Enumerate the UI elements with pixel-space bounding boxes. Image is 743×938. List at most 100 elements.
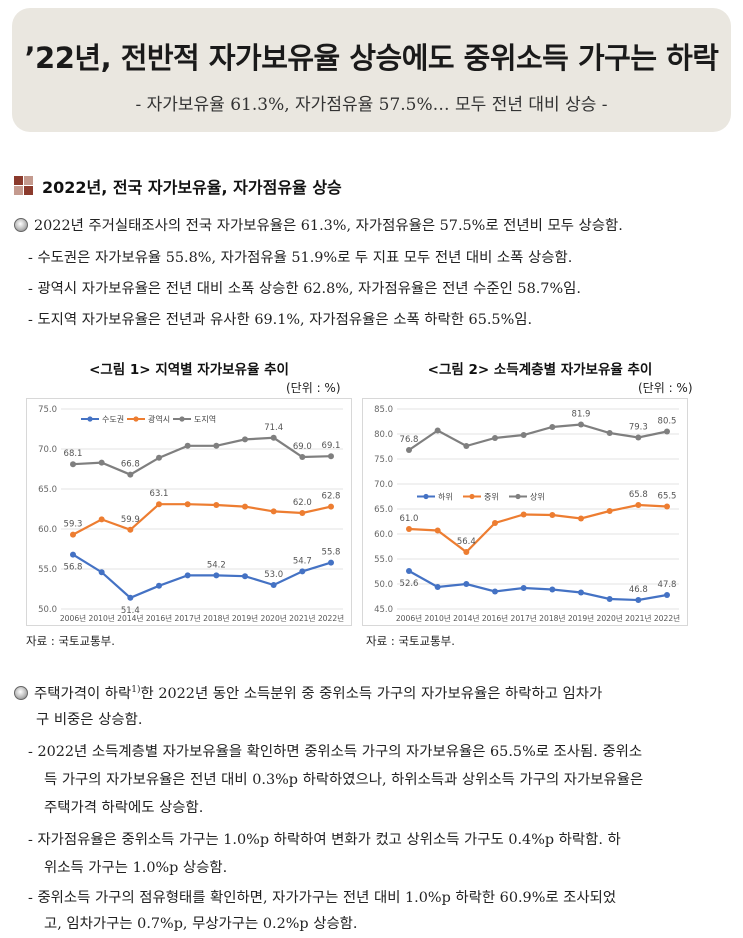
data-label: 66.8 <box>121 460 140 470</box>
data-point <box>127 471 134 478</box>
data-point <box>127 526 134 533</box>
section2-item: - 중위소득 가구의 점유형태를 확인하면, 자가가구는 전년 대비 1.0%p… <box>28 890 617 906</box>
series-line <box>72 503 332 536</box>
data-point <box>520 511 527 518</box>
page-subtitle: - 자가보유율 61.3%, 자가점유율 57.5%… 모두 전년 대비 상승 … <box>135 95 608 115</box>
data-point <box>406 568 412 574</box>
data-point <box>270 508 277 515</box>
data-point <box>434 427 441 434</box>
x-tick-label: 2014년 <box>117 613 143 623</box>
item-text: 광역시 자가보유율은 전년 대비 소폭 상승한 62.8%, 자가점유율은 전년… <box>37 281 581 297</box>
data-point <box>463 581 470 587</box>
item-text: 수도권은 자가보유율 55.8%, 자가점유율 51.9%로 두 지표 모두 전… <box>37 250 573 266</box>
x-tick-label: 2016년 <box>482 613 508 623</box>
section-heading: 2022년, 전국 자가보유율, 자가점유율 상승 <box>14 174 342 198</box>
section-title: 2022년, 전국 자가보유율, 자가점유율 상승 <box>42 178 342 197</box>
y-tick-label: 55.0 <box>374 555 393 565</box>
data-label: 62.0 <box>293 498 312 508</box>
y-tick-label: 70.0 <box>38 445 57 455</box>
chart1-heading: <그림 1> 지역별 자가보유율 추이 <box>89 362 289 378</box>
x-tick-label: 2018년 <box>539 613 565 623</box>
x-tick-label: 2020년 <box>261 613 287 623</box>
data-label: 69.1 <box>322 441 341 451</box>
section2-item: - 2022년 소득계층별 자가보유율을 확인하면 중위소득 가구의 자가보유율… <box>28 744 643 760</box>
series-line <box>408 570 668 602</box>
data-label: 47.8 <box>658 580 677 590</box>
data-point <box>270 434 277 441</box>
data-point <box>406 447 412 453</box>
x-tick-label: 2014년 <box>453 613 479 623</box>
section2-bullet-cont: 구 비중은 상승함. <box>36 712 143 728</box>
data-point <box>328 453 334 460</box>
section1-item: - 수도권은 자가보유율 55.8%, 자가점유율 51.9%로 두 지표 모두… <box>28 250 573 266</box>
data-label: 69.0 <box>293 442 312 452</box>
data-label: 55.8 <box>322 548 341 558</box>
y-tick-label: 45.0 <box>374 605 393 615</box>
footnote-marker[interactable]: 1) <box>131 685 141 695</box>
page-title: ’22년, 전반적 자가보유율 상승에도 중위소득 가구는 하락 <box>24 41 719 75</box>
legend-label: 도지역 <box>194 414 216 424</box>
x-tick-label: 2022년 <box>654 613 680 623</box>
data-label: 56.8 <box>64 563 83 573</box>
data-label: 68.1 <box>64 449 83 459</box>
data-point <box>98 459 105 466</box>
data-point <box>328 503 334 510</box>
data-point <box>520 585 527 591</box>
data-label: 56.4 <box>457 537 476 547</box>
x-tick-label: 2006년 <box>60 613 86 623</box>
section2-item-cont: 고, 임차가구는 0.7%p, 무상가구는 0.2%p 상승함. <box>44 916 358 932</box>
data-point <box>492 435 498 441</box>
bullet-text: 한 2022년 동안 소득분위 중 중위소득 가구의 자가보유율은 하락하고 임… <box>140 685 603 702</box>
legend-marker <box>469 493 475 500</box>
section1-item: - 도지역 자가보유율은 전년과 유사한 69.1%, 자가점유율은 소폭 하락… <box>28 312 533 328</box>
legend-label: 광역시 <box>148 414 170 424</box>
y-tick-label: 65.0 <box>38 485 57 495</box>
x-tick-label: 2006년 <box>396 613 422 623</box>
x-tick-label: 2018년 <box>203 613 229 623</box>
data-label: 54.7 <box>293 556 312 566</box>
data-point <box>606 430 613 436</box>
legend-label: 수도권 <box>102 414 124 424</box>
data-label: 46.8 <box>629 585 648 595</box>
data-point <box>520 432 527 438</box>
data-label: 80.5 <box>658 417 677 427</box>
data-label: 65.8 <box>629 490 648 500</box>
data-label: 53.0 <box>264 570 283 580</box>
data-point <box>270 582 277 588</box>
data-point <box>70 551 76 558</box>
section2-item-cont: 위소득 가구는 1.0%p 상승함. <box>44 860 228 876</box>
section-square-icon <box>14 176 34 196</box>
data-point <box>184 442 191 449</box>
data-point <box>606 508 613 514</box>
data-point <box>664 428 670 435</box>
y-tick-label: 75.0 <box>38 405 57 415</box>
circle-bullet-icon <box>14 685 28 700</box>
y-tick-label: 75.0 <box>374 455 393 465</box>
data-point <box>463 549 470 555</box>
y-tick-label: 55.0 <box>38 565 57 575</box>
x-tick-label: 2022년 <box>318 613 344 623</box>
data-point <box>664 592 670 598</box>
series-line <box>408 503 668 554</box>
y-tick-label: 60.0 <box>374 530 393 540</box>
data-point <box>606 596 613 602</box>
legend-marker <box>515 493 521 500</box>
data-label: 52.6 <box>400 579 419 589</box>
section2-bullet: 주택가격이 하락1)한 2022년 동안 소득분위 중 중위소득 가구의 자가보… <box>14 676 602 708</box>
data-point <box>242 503 248 510</box>
data-point <box>635 597 642 603</box>
data-point <box>549 586 556 593</box>
legend-label: 상위 <box>530 492 545 502</box>
data-point <box>213 572 220 579</box>
chart1-frame: 50.0 55.0 60.0 65.0 70.0 75.0 2006년 2010년 2014년 2… <box>26 398 352 626</box>
chart2-frame: 45.0 50.0 55.0 60.0 65.0 70.0 75.0 80.0 85.0 2006… <box>362 398 688 626</box>
data-point <box>213 502 220 508</box>
data-point <box>127 594 134 601</box>
data-label: 62.8 <box>322 492 341 502</box>
y-tick-label: 50.0 <box>374 580 393 590</box>
chart2-source: 자료 : 국토교통부. <box>366 634 455 648</box>
data-label: 79.3 <box>629 423 648 433</box>
data-label: 51.4 <box>121 606 140 616</box>
section1-bullet: 2022년 주거실태조사의 전국 자가보유율은 61.3%, 자가점유율은 57… <box>14 212 623 240</box>
